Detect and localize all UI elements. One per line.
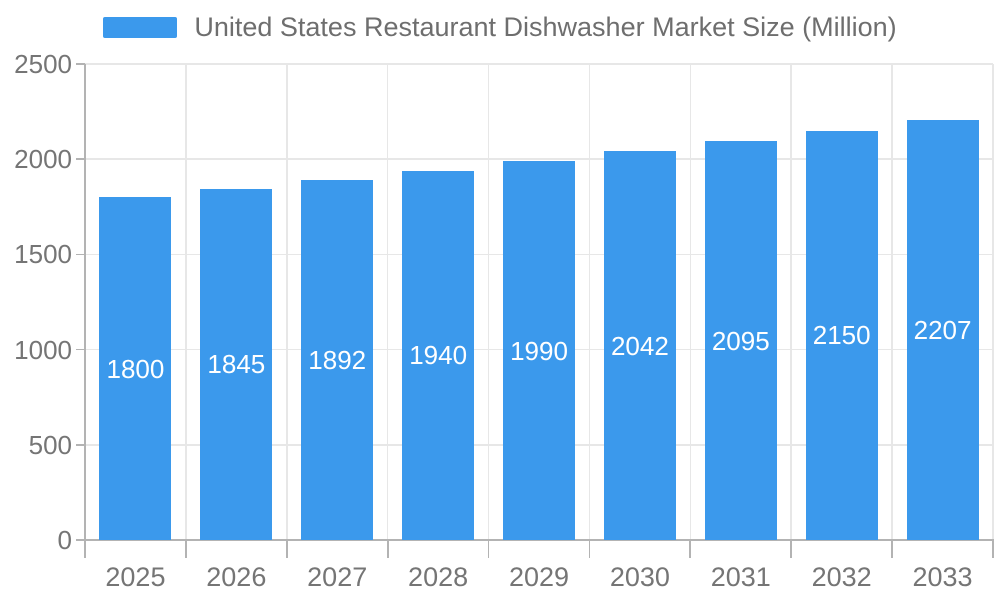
bar-value-label: 1940 [409, 340, 468, 371]
bar-value-label: 1800 [106, 353, 165, 384]
y-axis-tick [76, 253, 85, 256]
bar-value-label: 1845 [207, 349, 266, 380]
bar[interactable] [99, 197, 172, 540]
gridline-vertical [992, 64, 994, 540]
bar-value-label: 2207 [913, 314, 972, 345]
y-axis-tick-label: 1500 [14, 239, 72, 270]
y-axis-tick-label: 0 [57, 525, 72, 555]
bar-value-label: 2095 [711, 325, 770, 356]
bar[interactable] [603, 151, 676, 540]
gridline-vertical [689, 64, 692, 540]
x-axis-tick-label: 2026 [206, 562, 267, 592]
bar-value-label: 1990 [510, 335, 568, 366]
x-axis-tick [487, 540, 490, 558]
bar-value-label: 2042 [610, 330, 669, 361]
gridline-vertical [790, 64, 792, 540]
x-axis-tick-label: 2025 [105, 562, 166, 592]
bar[interactable] [704, 141, 777, 540]
legend-item[interactable]: United States Restaurant Dishwasher Mark… [0, 12, 1000, 43]
x-axis-tick [386, 540, 389, 558]
x-axis-tick [588, 540, 591, 558]
bar[interactable] [906, 119, 979, 540]
x-axis-tick [285, 540, 288, 558]
x-axis-tick [992, 540, 994, 558]
x-axis-tick-label: 2031 [710, 562, 771, 592]
legend-label: United States Restaurant Dishwasher Mark… [194, 12, 897, 42]
y-axis-line [84, 64, 86, 540]
x-axis-tick [689, 540, 692, 558]
gridline-vertical [185, 64, 187, 540]
y-axis-tick [76, 539, 85, 541]
x-axis-tick-label: 2033 [912, 562, 973, 592]
bar[interactable] [805, 130, 878, 540]
gridline-vertical [487, 64, 490, 540]
gridline-vertical [286, 64, 288, 540]
bar[interactable] [200, 188, 273, 540]
y-axis-tick [76, 443, 85, 446]
y-axis-tick [76, 348, 85, 351]
y-axis-tick-label: 1000 [14, 334, 72, 365]
gridline-horizontal [85, 63, 993, 65]
y-axis-tick [76, 158, 85, 161]
legend-swatch-icon [103, 17, 178, 38]
x-axis-tick-label: 2030 [609, 562, 670, 592]
x-axis-tick-label: 2032 [811, 562, 872, 592]
x-axis-tick [790, 540, 793, 558]
x-axis-tick [184, 540, 187, 558]
bar[interactable] [503, 161, 575, 540]
gridline-vertical [386, 64, 389, 540]
gridline-horizontal [85, 158, 993, 160]
gridline-vertical [588, 64, 591, 540]
bar-value-label: 2150 [812, 320, 871, 351]
bar[interactable] [402, 170, 475, 540]
y-axis-tick-label: 2000 [14, 144, 72, 175]
bar[interactable] [301, 179, 374, 540]
x-axis-tick [891, 540, 893, 558]
y-axis-tick [76, 63, 85, 65]
y-axis-tick-label: 500 [28, 429, 72, 460]
x-axis-tick-label: 2029 [508, 562, 570, 592]
bar-value-label: 1892 [308, 344, 367, 375]
x-axis-tick-label: 2028 [408, 562, 469, 592]
y-axis-tick-label: 2500 [14, 49, 72, 79]
x-axis-tick-label: 2027 [307, 562, 368, 592]
gridline-vertical [891, 64, 893, 540]
x-axis-tick [84, 540, 86, 558]
